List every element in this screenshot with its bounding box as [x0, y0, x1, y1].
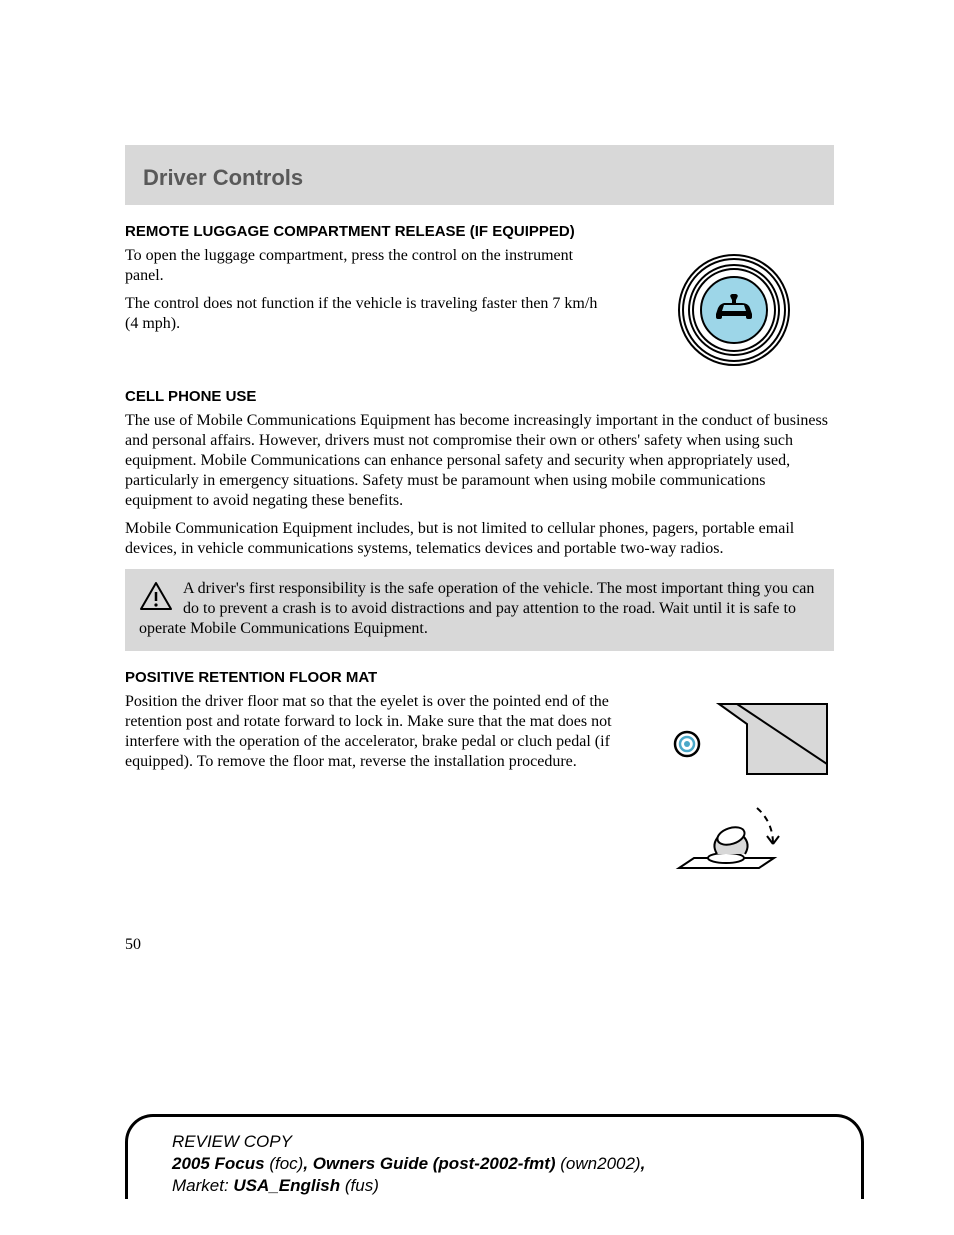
footer-l3-i2: (fus) [340, 1176, 379, 1195]
remote-p1: To open the luggage compartment, press t… [125, 246, 614, 286]
page-number: 50 [125, 936, 834, 954]
footer-line2: 2005 Focus (foc), Owners Guide (post-200… [172, 1153, 831, 1175]
remote-luggage-text: To open the luggage compartment, press t… [125, 246, 614, 342]
warning-triangle-icon [139, 581, 173, 611]
floormat-figure [634, 692, 834, 876]
warning-text: A driver's first responsibility is the s… [139, 580, 814, 637]
footer-l2-i1: (foc) [265, 1154, 304, 1173]
footer-line1: REVIEW COPY [172, 1131, 831, 1153]
footer-l2-i2: (own2002) [556, 1154, 641, 1173]
footer-l2-b2: , Owners Guide (post-2002-fmt) [303, 1154, 555, 1173]
page-content: Driver Controls REMOTE LUGGAGE COMPARTME… [0, 0, 954, 954]
section-header-bar: Driver Controls [125, 145, 834, 205]
cellphone-p1: The use of Mobile Communications Equipme… [125, 411, 834, 511]
heading-floormat: POSITIVE RETENTION FLOOR MAT [125, 669, 834, 686]
floormat-p1: Position the driver floor mat so that th… [125, 692, 614, 772]
footer-l2-b1: 2005 Focus [172, 1154, 265, 1173]
section-title: Driver Controls [143, 165, 816, 191]
footer-l3-b1: USA_English [233, 1176, 340, 1195]
heading-cellphone: CELL PHONE USE [125, 388, 834, 405]
floor-mat-diagram-icon [639, 696, 829, 876]
warning-box: A driver's first responsibility is the s… [125, 569, 834, 651]
floormat-text: Position the driver floor mat so that th… [125, 692, 614, 780]
floormat-row: Position the driver floor mat so that th… [125, 692, 834, 876]
remote-luggage-row: To open the luggage compartment, press t… [125, 246, 834, 370]
footer-l2-b3: , [641, 1154, 646, 1173]
footer-line3: Market: USA_English (fus) [172, 1175, 831, 1197]
heading-remote-luggage: REMOTE LUGGAGE COMPARTMENT RELEASE (IF E… [125, 223, 834, 240]
remote-p2: The control does not function if the veh… [125, 294, 614, 334]
trunk-release-icon [674, 250, 794, 370]
remote-luggage-figure [634, 246, 834, 370]
footer-l3-i1: Market: [172, 1176, 233, 1195]
footer-box: REVIEW COPY 2005 Focus (foc), Owners Gui… [125, 1114, 864, 1199]
cellphone-p2: Mobile Communication Equipment includes,… [125, 519, 834, 559]
